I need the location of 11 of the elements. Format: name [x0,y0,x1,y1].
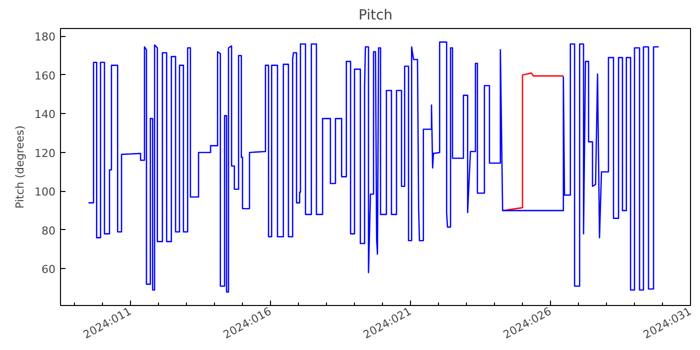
y-tick-label: 160 [34,69,56,82]
chart-title: Pitch [358,8,393,24]
y-axis-title: Pitch (degrees) [14,125,27,209]
y-tick-label: 100 [34,186,56,199]
line-series [502,72,564,212]
y-tick-label: 180 [34,30,56,44]
y-tick-label: 80 [42,224,56,238]
y-tick-label: 140 [34,108,56,122]
line-series [88,41,660,293]
y-tick-label: 120 [34,146,56,160]
y-tick-label: 60 [42,263,56,276]
